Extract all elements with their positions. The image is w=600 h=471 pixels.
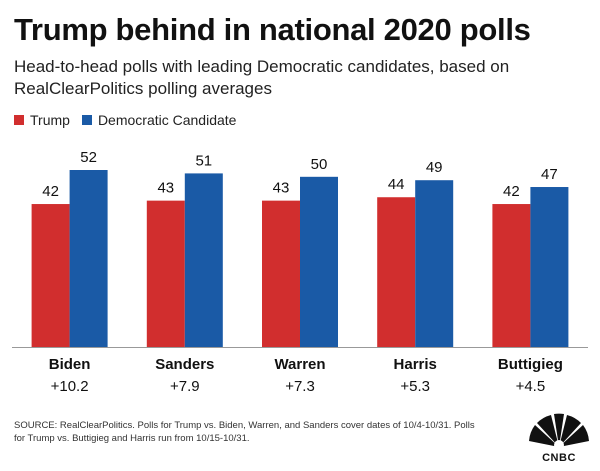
- margin-label-harris: +5.3: [400, 378, 430, 395]
- data-label-biden-democratic: 52: [80, 149, 97, 166]
- legend-label-democratic: Democratic Candidate: [97, 112, 237, 128]
- legend-item-democratic: Democratic Candidate: [81, 112, 237, 128]
- data-label-warren-trump: 43: [273, 180, 290, 197]
- bar-harris-trump: [377, 197, 416, 347]
- category-label-warren: Warren: [274, 356, 325, 373]
- margin-label-biden: +10.2: [51, 378, 89, 395]
- data-label-sanders-democratic: 51: [195, 152, 212, 169]
- legend-label-trump: Trump: [30, 112, 70, 128]
- bar-biden-democratic: [69, 170, 108, 347]
- bar-biden-trump: [31, 204, 70, 347]
- bar-warren-democratic: [300, 176, 338, 347]
- bar-chart: 42 52 Biden +10.2 43 51 Sanders +7.9 43 50 Warren +…: [12, 149, 588, 395]
- data-label-harris-trump: 44: [388, 176, 405, 193]
- margin-label-buttigieg: +4.5: [516, 378, 546, 395]
- cnbc-logo-text: CNBC: [542, 452, 576, 464]
- margin-label-sanders: +7.9: [170, 378, 200, 395]
- data-label-sanders-trump: 43: [157, 180, 174, 197]
- bar-warren-trump: [262, 200, 300, 347]
- legend-swatch-democratic: [81, 115, 92, 125]
- category-label-buttigieg: Buttigieg: [498, 356, 563, 373]
- data-label-harris-democratic: 49: [426, 159, 443, 176]
- bar-buttigieg-trump: [492, 204, 531, 347]
- legend-item-trump: Trump: [14, 112, 70, 128]
- bar-sanders-democratic: [184, 173, 223, 347]
- data-label-buttigieg-democratic: 47: [541, 166, 558, 183]
- data-label-warren-democratic: 50: [311, 156, 328, 173]
- chart-subtitle: Head-to-head polls with leading Democrat…: [14, 57, 510, 98]
- chart-title: Trump behind in national 2020 polls: [14, 12, 531, 47]
- bar-harris-democratic: [415, 180, 454, 347]
- legend: Trump Democratic Candidate: [14, 112, 248, 128]
- legend-swatch-trump: [14, 115, 24, 125]
- bar-sanders-trump: [146, 200, 185, 347]
- source-footnote: SOURCE: RealClearPolitics. Polls for Tru…: [14, 420, 475, 444]
- bar-buttigieg-democratic: [530, 187, 569, 347]
- category-label-biden: Biden: [49, 356, 91, 373]
- data-label-buttigieg-trump: 42: [503, 183, 520, 200]
- margin-label-warren: +7.3: [285, 378, 315, 395]
- category-label-harris: Harris: [394, 356, 437, 373]
- data-label-biden-trump: 42: [42, 183, 59, 200]
- category-label-sanders: Sanders: [155, 356, 214, 373]
- cnbc-peacock-icon: [529, 413, 589, 450]
